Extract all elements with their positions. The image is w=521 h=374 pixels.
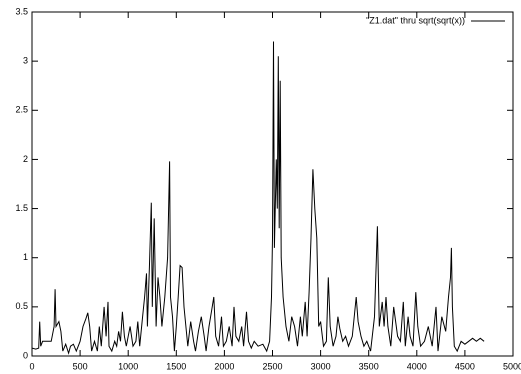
x-tick-label: 2500 (262, 361, 282, 371)
data-line (31, 41, 485, 355)
x-tick-label: 2000 (214, 361, 234, 371)
x-tick-label: 3000 (311, 361, 331, 371)
x-tick-label: 4000 (407, 361, 427, 371)
y-tick-label: 2 (23, 154, 28, 164)
y-tick-label: 1.5 (15, 203, 28, 213)
x-tick-label: 500 (73, 361, 88, 371)
x-tick-label: 1000 (118, 361, 138, 371)
y-tick-label: 0 (23, 350, 28, 360)
y-tick-label: 3.5 (15, 6, 28, 16)
x-tick-label: 1500 (166, 361, 186, 371)
x-tick-label: 5000 (503, 361, 521, 371)
x-tick-label: 3500 (359, 361, 379, 371)
x-tick-label: 4500 (455, 361, 475, 371)
x-tick-label: 0 (29, 361, 34, 371)
y-tick-label: 3 (23, 56, 28, 66)
y-tick-label: 2.5 (15, 105, 28, 115)
y-tick-label: 1 (23, 252, 28, 262)
legend-label: "Z1.dat" thru sqrt(sqrt(x)) (366, 15, 465, 25)
y-tick-label: 0.5 (15, 301, 28, 311)
